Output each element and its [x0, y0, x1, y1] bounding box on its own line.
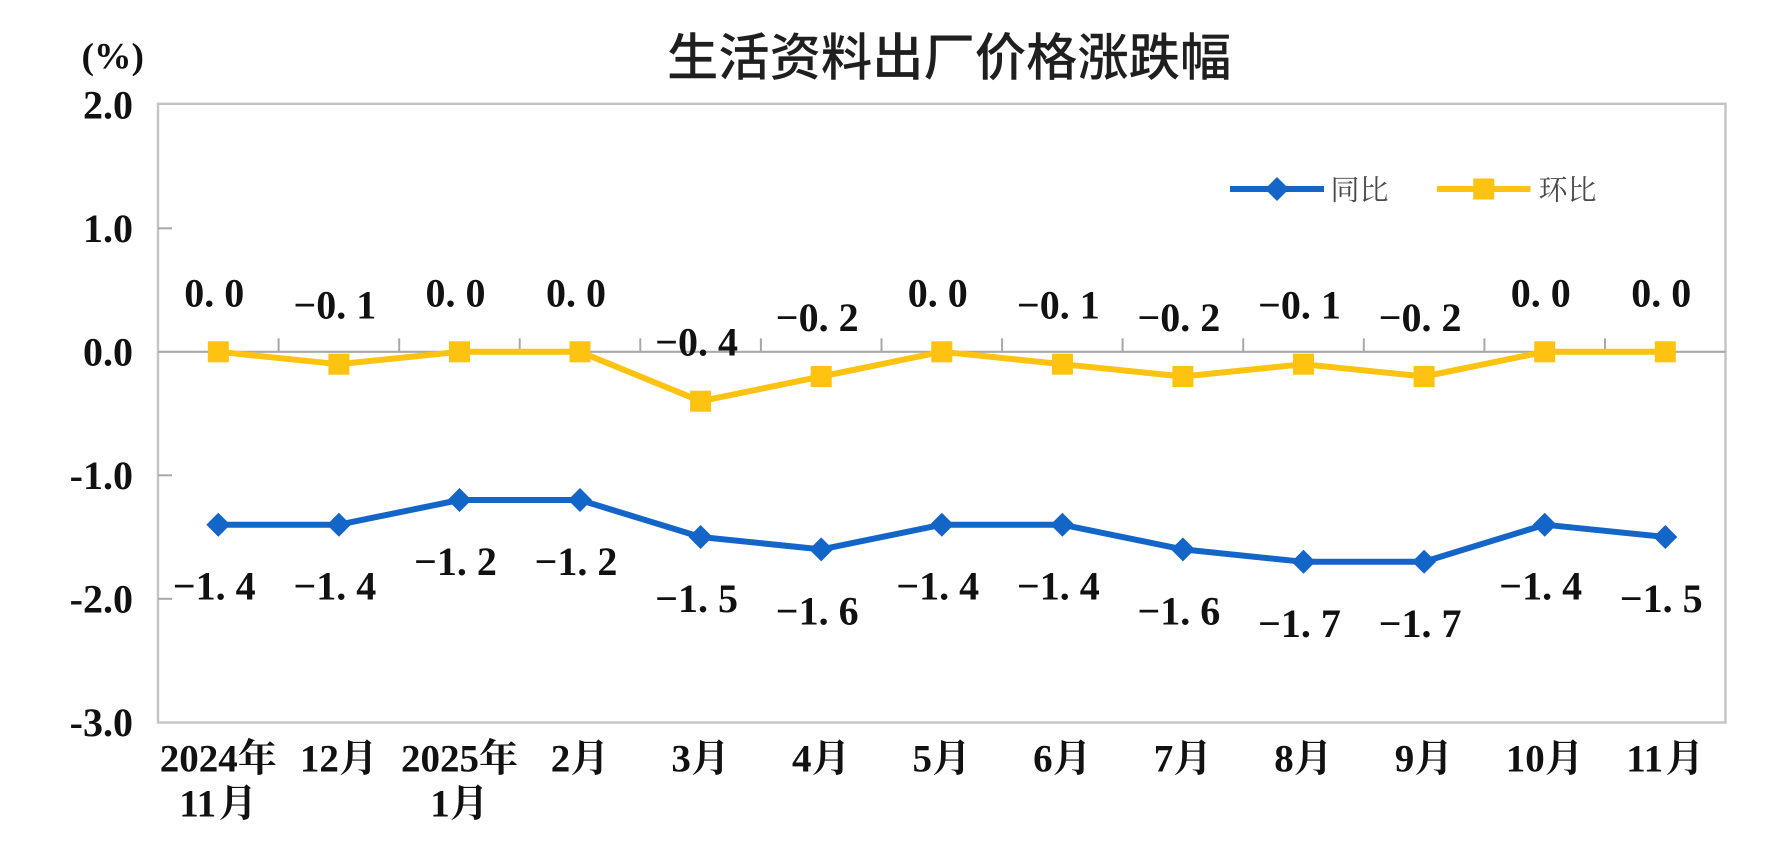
- svg-text:1.0: 1.0: [83, 206, 133, 251]
- svg-text:4: 4: [792, 738, 812, 781]
- svg-text:3: 3: [671, 738, 691, 781]
- svg-text:−0. 1: −0. 1: [294, 283, 377, 328]
- svg-text:1: 1: [430, 783, 450, 826]
- svg-text:0. 0: 0. 0: [1631, 270, 1691, 315]
- svg-text:−1. 6: −1. 6: [1138, 588, 1221, 633]
- svg-text:0.0: 0.0: [83, 329, 133, 374]
- svg-text:10: 10: [1506, 738, 1545, 781]
- svg-text:−0. 1: −0. 1: [1017, 283, 1100, 328]
- svg-text:0. 0: 0. 0: [546, 270, 606, 315]
- svg-text:9: 9: [1395, 738, 1415, 781]
- svg-text:2024: 2024: [160, 738, 238, 781]
- svg-text:-3.0: -3.0: [70, 700, 133, 745]
- svg-text:−1. 4: −1. 4: [1499, 564, 1582, 609]
- svg-text:−1. 4: −1. 4: [294, 564, 377, 609]
- svg-text:0. 0: 0. 0: [426, 270, 486, 315]
- svg-text:−0. 1: −0. 1: [1258, 283, 1341, 328]
- svg-text:0. 0: 0. 0: [1511, 270, 1571, 315]
- svg-text:(%): (%): [82, 37, 144, 78]
- svg-text:−1. 2: −1. 2: [414, 539, 497, 584]
- svg-text:−1. 2: −1. 2: [535, 539, 618, 584]
- svg-text:0. 0: 0. 0: [184, 270, 244, 315]
- svg-text:−1. 7: −1. 7: [1379, 601, 1462, 646]
- svg-text:6: 6: [1033, 738, 1053, 781]
- svg-text:−1. 5: −1. 5: [655, 576, 738, 621]
- svg-text:−1. 5: −1. 5: [1620, 576, 1703, 621]
- svg-text:−1. 4: −1. 4: [1017, 564, 1100, 609]
- svg-text:2025: 2025: [401, 738, 479, 781]
- svg-text:7: 7: [1154, 738, 1174, 781]
- svg-text:5: 5: [913, 738, 933, 781]
- svg-text:−0. 2: −0. 2: [1379, 295, 1462, 340]
- svg-text:−0. 4: −0. 4: [655, 320, 738, 365]
- svg-text:−1. 4: −1. 4: [896, 564, 979, 609]
- svg-text:−1. 7: −1. 7: [1258, 601, 1341, 646]
- svg-text:11: 11: [179, 783, 216, 826]
- svg-text:11: 11: [1626, 738, 1663, 781]
- svg-text:2.0: 2.0: [83, 82, 133, 127]
- svg-text:0. 0: 0. 0: [908, 270, 968, 315]
- svg-text:8: 8: [1274, 738, 1294, 781]
- svg-text:12: 12: [300, 738, 339, 781]
- svg-text:-1.0: -1.0: [70, 453, 133, 498]
- svg-text:−1. 6: −1. 6: [776, 588, 859, 633]
- svg-text:−1. 4: −1. 4: [173, 564, 256, 609]
- svg-text:2: 2: [551, 738, 571, 781]
- svg-text:−0. 2: −0. 2: [1138, 295, 1221, 340]
- svg-text:-2.0: -2.0: [70, 576, 133, 621]
- svg-text:−0. 2: −0. 2: [776, 295, 859, 340]
